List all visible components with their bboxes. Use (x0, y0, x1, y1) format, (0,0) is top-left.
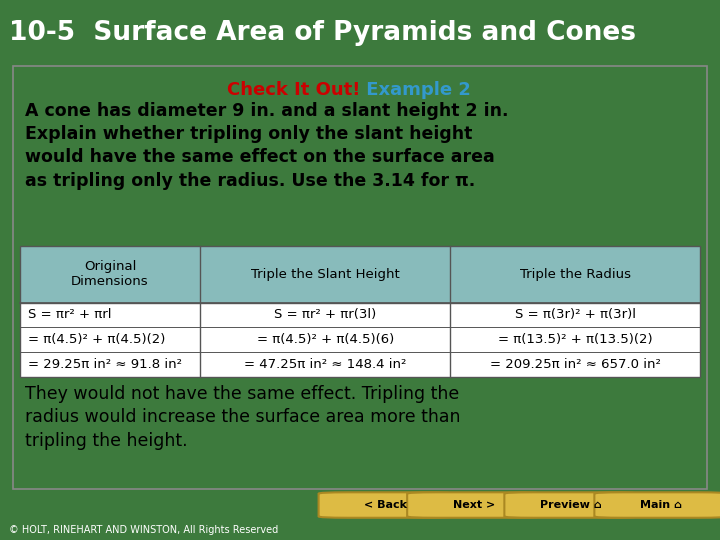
Text: = 29.25π in² ≈ 91.8 in²: = 29.25π in² ≈ 91.8 in² (28, 358, 182, 371)
Text: They would not have the same effect. Tripling the
radius would increase the surf: They would not have the same effect. Tri… (25, 385, 461, 450)
Text: Preview ⌂: Preview ⌂ (540, 500, 602, 510)
Text: = π(4.5)² + π(4.5)(2): = π(4.5)² + π(4.5)(2) (28, 333, 166, 346)
Text: Next >: Next > (453, 500, 495, 510)
FancyBboxPatch shape (319, 492, 452, 518)
Text: Example 2: Example 2 (360, 80, 471, 99)
Text: 10-5  Surface Area of Pyramids and Cones: 10-5 Surface Area of Pyramids and Cones (9, 20, 636, 46)
Text: S = πr² + πr(3l): S = πr² + πr(3l) (274, 308, 377, 321)
Bar (20, 246, 700, 302)
Bar (20, 302, 700, 377)
FancyBboxPatch shape (595, 492, 720, 518)
Text: Check It Out!: Check It Out! (227, 80, 360, 99)
Text: = 209.25π in² ≈ 657.0 in²: = 209.25π in² ≈ 657.0 in² (490, 358, 661, 371)
Text: Triple the Radius: Triple the Radius (520, 268, 631, 281)
FancyBboxPatch shape (408, 492, 540, 518)
Text: © HOLT, RINEHART AND WINSTON, All Rights Reserved: © HOLT, RINEHART AND WINSTON, All Rights… (9, 525, 278, 535)
Text: Original
Dimensions: Original Dimensions (71, 260, 149, 288)
FancyBboxPatch shape (504, 492, 638, 518)
Text: Triple the Slant Height: Triple the Slant Height (251, 268, 400, 281)
Text: = π(4.5)² + π(4.5)(6): = π(4.5)² + π(4.5)(6) (257, 333, 394, 346)
Text: S = π(3r)² + π(3r)l: S = π(3r)² + π(3r)l (515, 308, 636, 321)
Text: A cone has diameter 9 in. and a slant height 2 in.
Explain whether tripling only: A cone has diameter 9 in. and a slant he… (25, 102, 509, 190)
Text: = 47.25π in² ≈ 148.4 in²: = 47.25π in² ≈ 148.4 in² (244, 358, 407, 371)
Text: < Back: < Back (364, 500, 407, 510)
Text: Main ⌂: Main ⌂ (640, 500, 682, 510)
Text: = π(13.5)² + π(13.5)(2): = π(13.5)² + π(13.5)(2) (498, 333, 652, 346)
Text: S = πr² + πrl: S = πr² + πrl (28, 308, 112, 321)
